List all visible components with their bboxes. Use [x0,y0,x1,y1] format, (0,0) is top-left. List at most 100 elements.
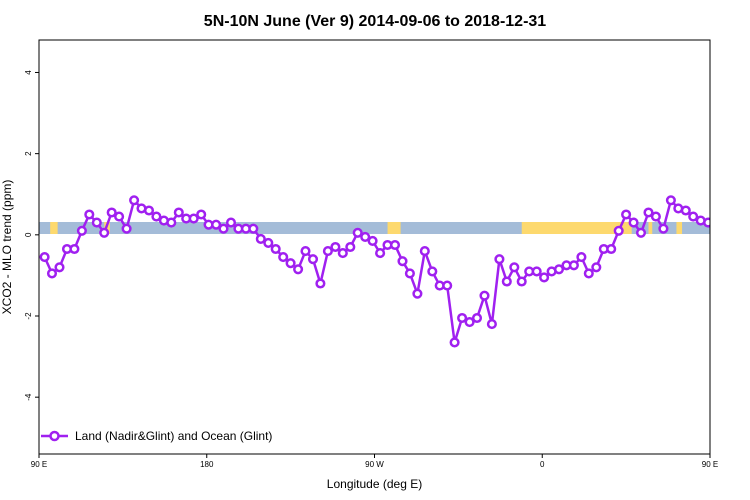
data-point [412,288,423,299]
data-point [650,211,661,222]
data-point [486,319,497,330]
data-point [742,221,750,229]
data-point [143,205,155,216]
data-point [218,223,229,234]
data-point [225,217,237,228]
data-point [345,241,356,253]
data-point [576,252,587,263]
data-point [389,239,401,251]
data-point [719,215,727,223]
data-point [712,209,720,217]
data-point [516,276,527,287]
data-point [457,312,468,324]
data-point [688,211,699,222]
data-point [248,223,259,234]
data-point [106,207,117,218]
data-point [734,211,742,219]
y-tick-label: -2 [24,312,33,320]
data-point [703,217,710,228]
data-point [613,225,624,236]
data-point [315,278,326,289]
legend-marker-swatch [49,430,60,442]
data-point [337,248,348,259]
land-band-segment [648,222,653,234]
series-line [43,199,710,344]
data-point [643,207,654,218]
data-point [151,211,162,222]
data-point [621,209,632,220]
data-point [211,219,222,230]
data-point [591,262,602,273]
data-point [449,337,460,348]
data-point [606,243,617,255]
data-point [553,264,565,275]
data-point [263,237,274,248]
land-band-segment [719,222,734,234]
data-point [628,217,639,228]
data-point [479,290,490,301]
data-point [509,262,520,273]
data-point [635,227,647,238]
data-point [121,223,132,234]
data-point [352,227,363,238]
data-point [501,276,512,287]
data-point [727,215,735,223]
y-tick-label: 0 [24,232,33,237]
data-point [255,233,266,244]
chart-title: 5N-10N June (Ver 9) 2014-09-06 to 2018-1… [204,13,547,30]
data-point [46,268,58,279]
data-point [114,211,125,222]
y-tick-label: -4 [24,393,33,401]
data-point [188,213,199,224]
data-point [69,243,80,255]
data-point [539,272,550,283]
data-point [665,195,676,206]
y-tick-label: 4 [24,70,33,75]
data-point [680,205,691,216]
data-point [375,248,386,259]
x-axis: 90 E 180 90 W 0 90 E [31,454,718,469]
data-point [322,246,333,257]
legend: Land (Nadir&Glint) and Ocean (Glint) [41,429,272,443]
data-point [285,258,296,269]
data-point [129,195,140,206]
data-point [330,241,341,253]
land-band-segment [50,222,58,234]
data-point [464,317,475,328]
data-point [307,254,319,265]
data-point [367,235,378,246]
data-point [494,254,505,265]
x-tick-label: 90 W [365,460,384,469]
data-point [173,207,184,218]
y-axis: 4 2 0 -2 -4 [24,70,39,401]
data-point [76,225,87,236]
data-point [442,280,453,291]
y-tick-label: 2 [24,151,33,156]
data-point [583,268,594,279]
y-axis-label: XCO2 - MLO trend (ppm) [0,180,14,315]
data-point [99,227,110,238]
land-band-segment [521,222,632,234]
data-point [84,209,95,220]
data-point [427,266,438,277]
data-point [39,252,50,263]
data-point [293,264,304,275]
data-point [397,256,408,267]
data-point [404,268,415,279]
data-point [196,209,207,220]
data-point [270,243,281,255]
data-point [419,246,430,257]
land-band-segment [387,222,401,234]
series-layer [39,195,750,348]
data-point [166,217,177,228]
land-band-segment [676,222,683,234]
x-tick-label: 0 [540,460,545,469]
legend-label: Land (Nadir&Glint) and Ocean (Glint) [75,429,272,443]
x-tick-label: 180 [200,460,214,469]
data-point [658,223,669,234]
x-tick-label: 90 E [702,460,718,469]
data-point [471,312,483,324]
data-point [300,246,311,257]
data-point [568,260,579,271]
